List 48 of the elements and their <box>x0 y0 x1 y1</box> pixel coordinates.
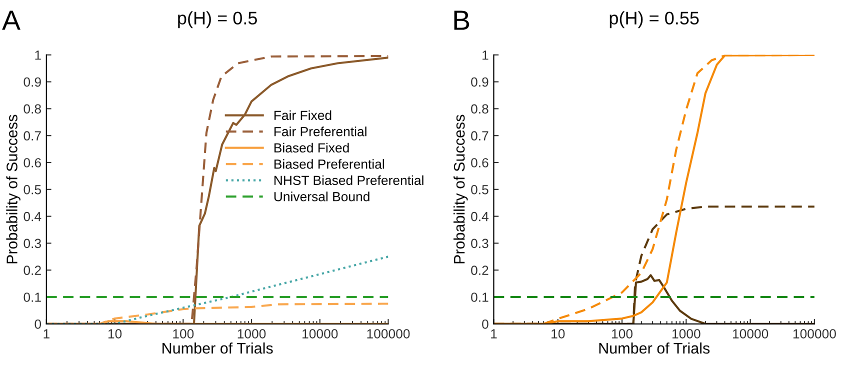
x-axis-title: Number of Trials <box>162 342 273 354</box>
x-tick-label: 10 <box>552 329 565 338</box>
y-tick-label: 0.2 <box>471 266 488 276</box>
chart-title: p(H) = 0.55 <box>610 11 699 28</box>
y-tick-label: 0.8 <box>471 104 488 114</box>
x-tick-label: 1 <box>44 329 50 338</box>
y-tick-label: 0.1 <box>471 292 488 302</box>
legend-label: Universal Bound <box>274 192 370 202</box>
x-tick-label: 10000 <box>302 329 338 338</box>
y-tick-label: 0.7 <box>24 131 41 141</box>
x-tick-label: 10000 <box>732 329 768 338</box>
legend-label: Biased Fixed <box>274 142 349 153</box>
y-tick-label: 0.9 <box>471 77 488 87</box>
y-tick-label: 0.4 <box>471 212 488 222</box>
y-tick-label: 0.3 <box>24 238 41 248</box>
y-tick-label: 0 <box>34 319 42 329</box>
x-tick-label: 100000 <box>793 329 836 338</box>
text: A <box>2 10 20 30</box>
y-tick-label: 0.6 <box>471 158 488 168</box>
y-tick-label: 0.5 <box>24 184 42 194</box>
text: B <box>454 10 470 30</box>
y-tick-label: 1 <box>482 50 488 60</box>
x-tick-label: 100 <box>173 329 194 338</box>
y-axis-title: Probability of Success <box>6 114 20 264</box>
legend-label: NHST Biased Preferential <box>274 175 424 186</box>
x-tick-label: 1000 <box>238 329 266 338</box>
y-tick-label: 0.4 <box>24 212 42 222</box>
y-tick-label: 0.9 <box>24 77 41 87</box>
y-tick-label: 0.2 <box>24 266 41 276</box>
x-axis-title: Number of Trials <box>599 342 710 354</box>
y-tick-label: 0.5 <box>471 184 488 194</box>
legend-label: Fair Fixed <box>274 110 332 120</box>
x-tick-label: 100 <box>612 329 633 338</box>
y-tick-label: 0.1 <box>24 292 41 302</box>
y-tick-label: 0.7 <box>471 131 488 141</box>
legend-label: Biased Preferential <box>274 159 384 169</box>
x-tick-label: 1 <box>491 329 497 338</box>
y-tick-label: 0.3 <box>471 238 488 248</box>
x-tick-label: 1000 <box>672 329 700 338</box>
y-axis-title: Probability of Success <box>454 114 468 264</box>
x-tick-label: 10 <box>108 329 122 338</box>
y-tick-label: 0.8 <box>24 104 41 114</box>
chart-title: p(H) = 0.5 <box>178 11 257 28</box>
legend-label: Fair Preferential <box>274 126 366 136</box>
y-tick-label: 1 <box>35 50 41 60</box>
x-tick-label: 100000 <box>367 329 410 338</box>
y-tick-label: 0 <box>482 319 488 329</box>
y-tick-label: 0.6 <box>24 158 41 168</box>
